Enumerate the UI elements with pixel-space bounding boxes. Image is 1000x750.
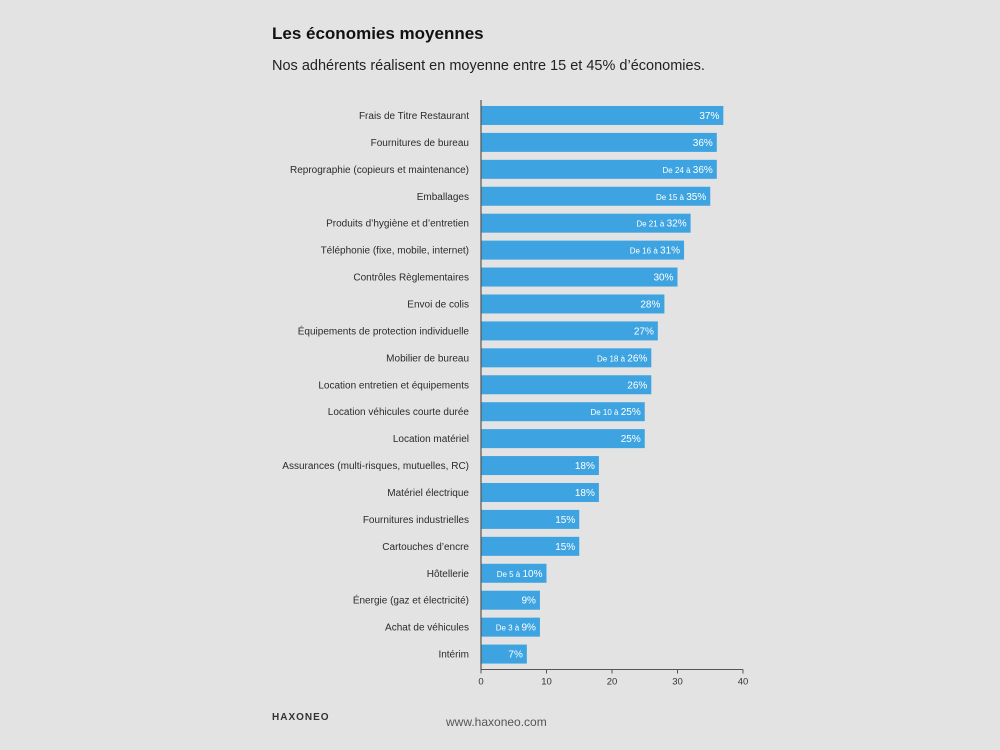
data-label: 7%	[508, 650, 523, 661]
bar	[481, 482, 599, 502]
category-label: Équipements de protection individuelle	[298, 324, 470, 337]
haxoneo-logo: HAXONEO	[272, 712, 330, 723]
data-label: De 10 à 25%	[590, 407, 640, 418]
category-label: Assurances (multi-risques, mutuelles, RC…	[282, 461, 469, 472]
bar	[481, 536, 580, 556]
bar	[481, 294, 665, 314]
data-label: 15%	[555, 515, 575, 526]
bar	[481, 321, 658, 341]
bar	[481, 105, 724, 125]
bar	[481, 375, 652, 395]
bar	[481, 267, 678, 287]
x-tick-label: 40	[738, 677, 749, 688]
data-label: 28%	[640, 299, 660, 310]
category-label: Matériel électrique	[387, 488, 469, 499]
category-label: Énergie (gaz et électricité)	[353, 594, 469, 607]
bar	[481, 509, 580, 529]
bar	[481, 644, 527, 664]
data-label: De 3 à 9%	[496, 623, 536, 634]
data-label: 30%	[653, 273, 673, 284]
category-label: Achat de véhicules	[385, 623, 469, 634]
bar	[481, 563, 547, 583]
category-label: Cartouches d’encre	[382, 542, 469, 553]
category-label: Intérim	[438, 650, 469, 661]
category-label: Location véhicules courte durée	[328, 407, 470, 418]
category-label: Produits d’hygiène et d’entretien	[326, 219, 469, 230]
category-label: Emballages	[417, 192, 469, 203]
bar	[481, 159, 717, 179]
category-label: Envoi de colis	[407, 299, 469, 310]
category-label: Hôtellerie	[427, 569, 470, 580]
category-label: Location matériel	[393, 434, 469, 445]
data-label: 36%	[693, 138, 713, 149]
data-label: De 24 à 36%	[663, 165, 713, 176]
category-label: Fournitures de bureau	[371, 138, 469, 149]
bar	[481, 456, 599, 476]
data-label: De 21 à 32%	[636, 219, 686, 230]
website-link[interactable]: www.haxoneo.com	[446, 715, 547, 729]
data-label: De 18 à 26%	[597, 353, 647, 364]
x-tick-label: 0	[478, 677, 483, 688]
category-label: Reprographie (copieurs et maintenance)	[290, 165, 469, 176]
chart-subtitle: Nos adhérents réalisent en moyenne entre…	[272, 58, 705, 74]
category-label: Frais de Titre Restaurant	[359, 111, 469, 122]
data-label: 27%	[634, 326, 654, 337]
data-label: 9%	[521, 596, 536, 607]
bar	[481, 590, 540, 610]
chart-title: Les économies moyennes	[272, 24, 484, 43]
data-label: De 15 à 35%	[656, 192, 706, 203]
bar	[481, 429, 645, 449]
bar	[481, 213, 691, 233]
bar	[481, 186, 711, 206]
data-label: 25%	[621, 434, 641, 445]
data-label: 37%	[699, 111, 719, 122]
bar	[481, 132, 717, 152]
x-tick-label: 20	[607, 677, 618, 688]
data-label: 18%	[575, 461, 595, 472]
x-tick-label: 30	[672, 677, 683, 688]
bar	[481, 240, 685, 260]
data-label: 26%	[627, 380, 647, 391]
bar	[481, 402, 645, 422]
data-label: 18%	[575, 488, 595, 499]
category-label: Fournitures industrielles	[363, 515, 469, 526]
data-label: 15%	[555, 542, 575, 553]
bar	[481, 617, 540, 637]
data-label: De 5 à 10%	[497, 569, 543, 580]
x-tick-label: 10	[541, 677, 552, 688]
category-label: Location entretien et équipements	[318, 380, 469, 391]
category-label: Contrôles Règlementaires	[353, 273, 469, 284]
category-label: Téléphonie (fixe, mobile, internet)	[321, 246, 469, 257]
data-label: De 16 à 31%	[630, 246, 680, 257]
category-label: Mobilier de bureau	[386, 353, 469, 364]
bar	[481, 348, 652, 368]
